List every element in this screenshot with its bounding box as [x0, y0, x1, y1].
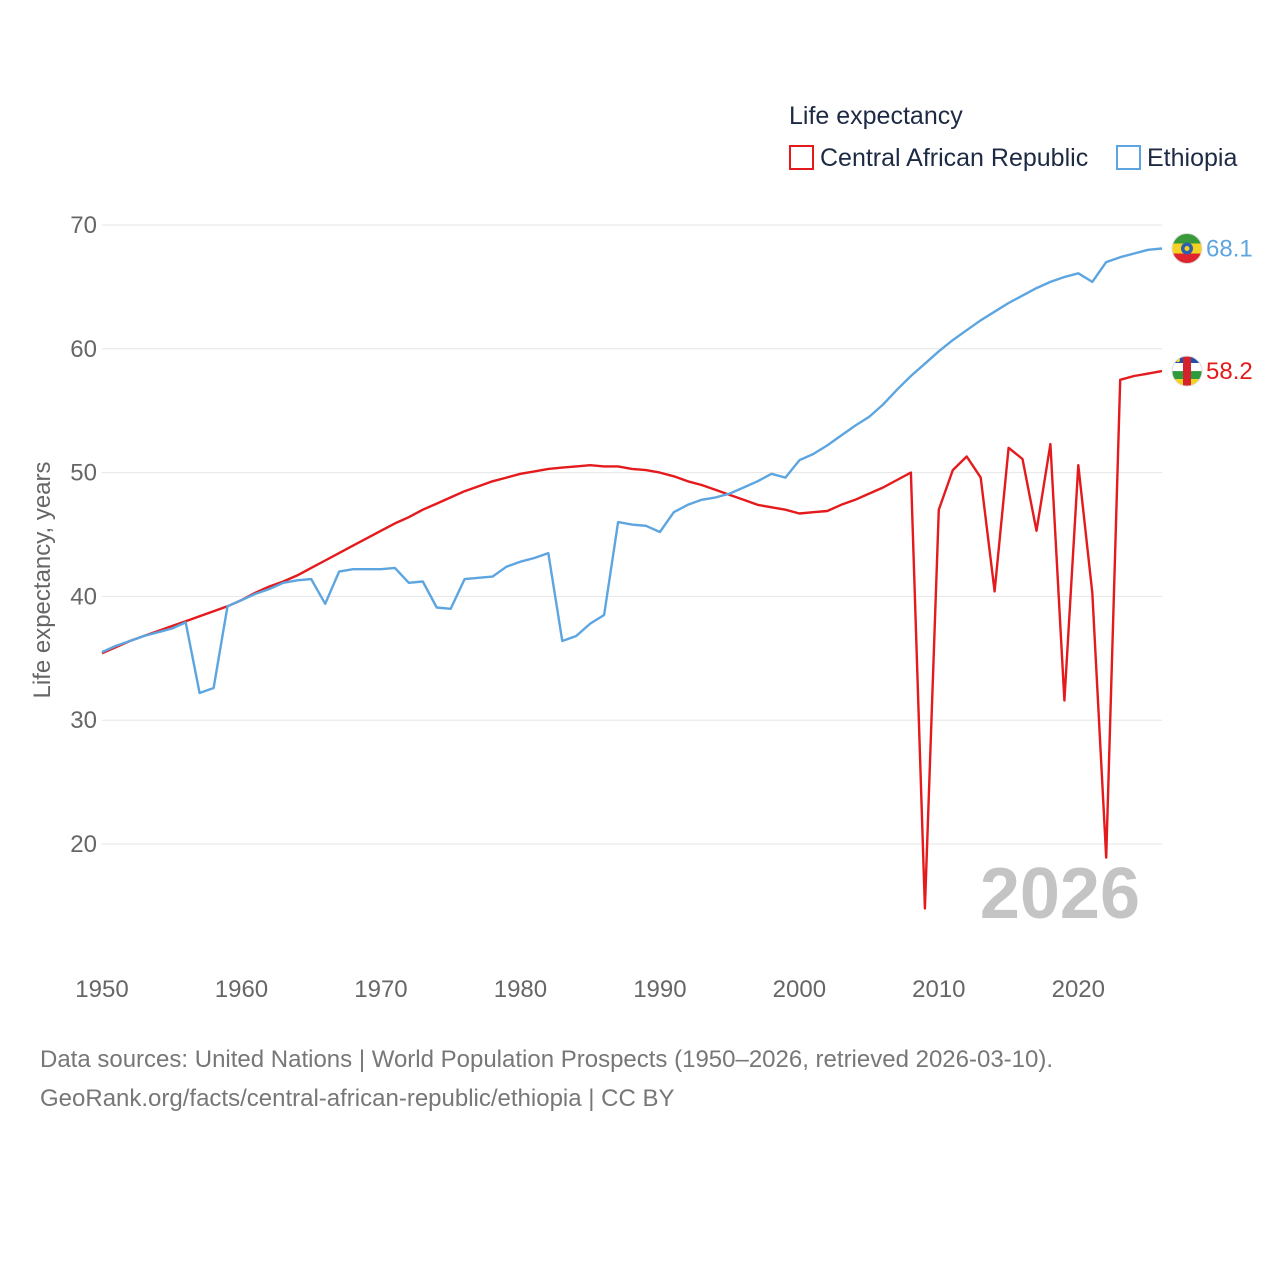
legend-swatch-central-african-republic: [789, 145, 814, 170]
x-tick-label-1960: 1960: [215, 976, 268, 1003]
end-value-label-ethiopia: 68.1: [1206, 236, 1253, 263]
legend: Life expectancy Central African Republic…: [789, 102, 1237, 172]
x-tick-label-2020: 2020: [1052, 976, 1105, 1003]
x-tick-label-2000: 2000: [773, 976, 826, 1003]
legend-swatch-ethiopia: [1116, 145, 1141, 170]
y-axis-title: Life expectancy, years: [29, 461, 56, 698]
x-tick-label-1950: 1950: [75, 976, 128, 1003]
axes: Life expectancy, years 20 30 40 50 60 70 1950 1…: [29, 212, 1105, 1003]
y-tick-label-70: 70: [70, 212, 97, 239]
year-watermark: 2026: [980, 854, 1140, 934]
y-tick-label-50: 50: [70, 460, 97, 487]
legend-label-ethiopia: Ethiopia: [1147, 144, 1237, 172]
y-tick-label-30: 30: [70, 707, 97, 734]
end-value-label-central-african-republic: 58.2: [1206, 358, 1253, 385]
flag-central-african-republic-icon: [1172, 356, 1202, 387]
series-line-central-african-republic[interactable]: [101, 369, 1163, 910]
x-tick-label-1970: 1970: [354, 976, 407, 1003]
x-tick-label-1990: 1990: [633, 976, 686, 1003]
flag-ethiopia-icon: [1172, 233, 1202, 264]
y-tick-label-40: 40: [70, 583, 97, 610]
x-tick-label-1980: 1980: [494, 976, 547, 1003]
y-tick-label-20: 20: [70, 831, 97, 858]
grid-lines: [102, 224, 1162, 845]
footer: Data sources: United Nations | World Pop…: [40, 1040, 1260, 1118]
legend-item-ethiopia[interactable]: Ethiopia: [1116, 144, 1237, 172]
data-sources-note: Data sources: United Nations | World Pop…: [40, 1046, 1054, 1073]
series-line-ethiopia[interactable]: [101, 247, 1163, 695]
series-end-markers: 58.2 68.1: [1171, 233, 1253, 387]
x-tick-label-2010: 2010: [912, 976, 965, 1003]
series-lines: [101, 247, 1163, 910]
legend-label-central-african-republic: Central African Republic: [820, 144, 1088, 172]
life-expectancy-chart: Life expectancy, years 20 30 40 50 60 70 1950 1…: [29, 102, 1253, 1003]
legend-title: Life expectancy: [789, 102, 963, 130]
legend-item-central-african-republic[interactable]: Central African Republic: [789, 144, 1088, 172]
source-link[interactable]: GeoRank.org/facts/central-african-republ…: [40, 1085, 675, 1112]
y-tick-label-60: 60: [70, 336, 97, 363]
